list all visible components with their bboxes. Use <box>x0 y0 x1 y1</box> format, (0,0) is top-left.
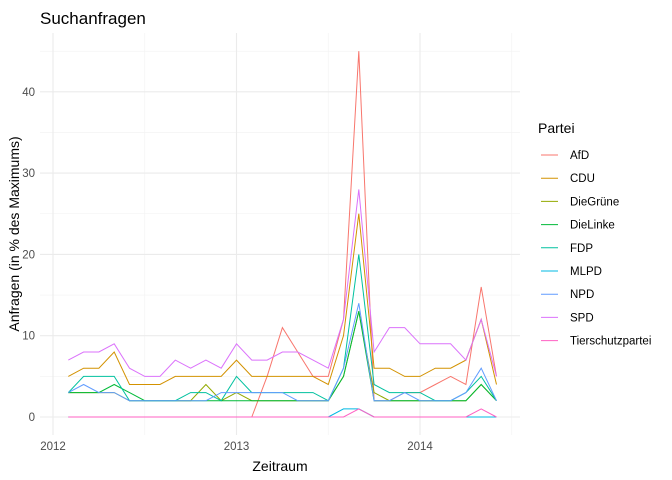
legend-label: CDU <box>570 173 595 185</box>
series-line-dielinke <box>68 311 497 402</box>
legend-label: DieLinke <box>570 220 615 232</box>
legend-label: FDP <box>570 243 593 255</box>
series-line-cdu <box>68 213 497 386</box>
legend: Partei AfD CDU DieGrüne DieLinke FDP MLPD NPD S… <box>538 120 651 348</box>
chart-title: Suchanfragen <box>40 9 146 28</box>
legend-label: Tierschutzpartei <box>570 336 651 348</box>
legend-label: MLPD <box>570 266 602 278</box>
series-line-afd <box>251 51 497 418</box>
x-axis-ticks: 2012 2013 2014 <box>40 441 433 453</box>
y-tick-label: 10 <box>22 331 35 343</box>
legend-label: NPD <box>570 289 594 301</box>
x-axis-label: Zeitraum <box>252 458 307 474</box>
legend-label: AfD <box>570 150 589 162</box>
legend-label: SPD <box>570 312 594 324</box>
series-lines <box>67 51 497 418</box>
series-line-npd <box>68 303 497 402</box>
y-axis-label: Anfragen (in % des Maximums) <box>6 136 22 331</box>
series-line-diegrüne <box>68 311 497 402</box>
series-line-tierschutzpartei <box>68 408 497 418</box>
y-axis-ticks: 0 10 20 30 40 <box>22 87 35 424</box>
legend-label: DieGrüne <box>570 196 619 208</box>
series-line-mlpd <box>68 408 497 418</box>
legend-title: Partei <box>538 120 575 136</box>
y-tick-label: 40 <box>22 87 35 99</box>
grid <box>40 33 520 435</box>
x-tick-label: 2014 <box>407 441 433 453</box>
y-tick-label: 20 <box>22 249 35 261</box>
x-tick-label: 2013 <box>224 441 250 453</box>
series-line-spd <box>68 189 497 377</box>
y-tick-label: 30 <box>22 168 35 180</box>
x-tick-label: 2012 <box>40 441 66 453</box>
y-tick-label: 0 <box>29 412 35 424</box>
